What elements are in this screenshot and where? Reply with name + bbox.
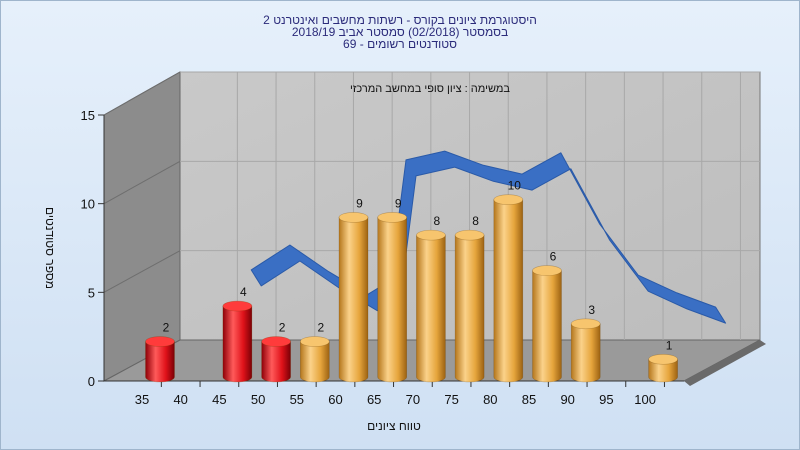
bar-body bbox=[222, 305, 253, 383]
bar bbox=[377, 212, 408, 383]
bar bbox=[454, 229, 485, 383]
bar-top bbox=[454, 229, 485, 241]
bar-value-label: 2 bbox=[163, 321, 170, 335]
bar-value-label: 9 bbox=[395, 196, 402, 210]
bar-top bbox=[532, 265, 562, 276]
x-tick-label: 80 bbox=[483, 392, 497, 407]
bar-body bbox=[570, 323, 601, 383]
x-tick-label: 95 bbox=[599, 392, 613, 407]
bar-body bbox=[648, 358, 678, 383]
x-tick-label: 85 bbox=[522, 392, 536, 407]
floor-edge bbox=[684, 340, 766, 386]
grid-line-side bbox=[103, 250, 181, 293]
bar-body bbox=[377, 217, 407, 383]
bar-value-label: 8 bbox=[434, 214, 441, 228]
bar-value-label: 3 bbox=[588, 303, 595, 317]
bar-top bbox=[261, 336, 291, 347]
bar-body bbox=[338, 217, 369, 383]
bar bbox=[570, 318, 601, 383]
bar-value-label: 8 bbox=[472, 214, 479, 228]
bar-top bbox=[648, 353, 678, 365]
bar bbox=[299, 336, 330, 383]
bar-top bbox=[222, 300, 253, 312]
bar-body bbox=[416, 234, 446, 383]
bar bbox=[261, 336, 291, 383]
chart-annotation: במשימה : ציון סופי במחשב המרכזי bbox=[350, 83, 510, 95]
bar-body bbox=[493, 199, 524, 383]
bar bbox=[222, 300, 253, 383]
grid-line-side bbox=[103, 71, 181, 116]
bar-body bbox=[145, 341, 175, 383]
x-tick-label: 55 bbox=[290, 392, 304, 407]
bar-body bbox=[532, 270, 562, 383]
bar-top bbox=[570, 318, 601, 330]
x-tick-label: 100 bbox=[634, 392, 656, 407]
bar-body bbox=[300, 341, 330, 383]
x-tick-label: 60 bbox=[328, 392, 342, 407]
bar-value-label: 9 bbox=[356, 196, 363, 210]
y-tick-label: 10 bbox=[81, 197, 95, 212]
bar-top bbox=[416, 229, 446, 241]
x-tick-label: 40 bbox=[173, 392, 187, 407]
bar bbox=[648, 353, 678, 383]
x-tick-label: 50 bbox=[251, 392, 265, 407]
x-tick-label: 45 bbox=[212, 392, 226, 407]
grid-line-side bbox=[103, 160, 181, 205]
bar-value-label: 1 bbox=[666, 338, 673, 352]
bar-value-label: 2 bbox=[279, 321, 286, 335]
bar-value-label: 2 bbox=[317, 321, 324, 335]
x-tick-label: 75 bbox=[444, 392, 458, 407]
x-tick-label: 90 bbox=[560, 392, 574, 407]
y-tick-label: 15 bbox=[81, 108, 95, 123]
bar-value-label: 6 bbox=[550, 250, 557, 264]
y-axis-label: מספר סטודנטים bbox=[43, 207, 57, 289]
bar-top bbox=[338, 212, 369, 223]
bar bbox=[145, 336, 175, 383]
x-tick-label: 65 bbox=[367, 392, 381, 407]
side-wall bbox=[103, 71, 181, 382]
bar bbox=[493, 194, 524, 383]
chart-title-line-3: סטודנטים רשומים - 69 bbox=[343, 37, 457, 51]
bar bbox=[416, 229, 446, 383]
x-tick-label: 35 bbox=[135, 392, 149, 407]
bar bbox=[532, 265, 562, 383]
bar-body bbox=[454, 234, 485, 383]
y-tick-label: 0 bbox=[88, 374, 95, 389]
x-axis-label: טווח ציונים bbox=[367, 419, 421, 433]
bar-body bbox=[261, 341, 291, 383]
bar-top bbox=[145, 336, 175, 347]
chart-title-line-1: היסטוגרמת ציונים בקורס - רשתות מחשבים וא… bbox=[263, 13, 537, 27]
bar-top bbox=[377, 212, 408, 223]
chart-title-line-2: בסמסטר (02/2018) סמסטר אביב 2018/19 bbox=[291, 25, 509, 39]
y-tick-label: 5 bbox=[88, 285, 95, 300]
bar-value-label: 10 bbox=[508, 179, 522, 193]
x-tick-label: 70 bbox=[406, 392, 420, 407]
bar bbox=[338, 212, 369, 383]
bar-top bbox=[299, 336, 330, 347]
bar-top bbox=[493, 194, 524, 205]
bar-value-label: 4 bbox=[240, 285, 247, 299]
